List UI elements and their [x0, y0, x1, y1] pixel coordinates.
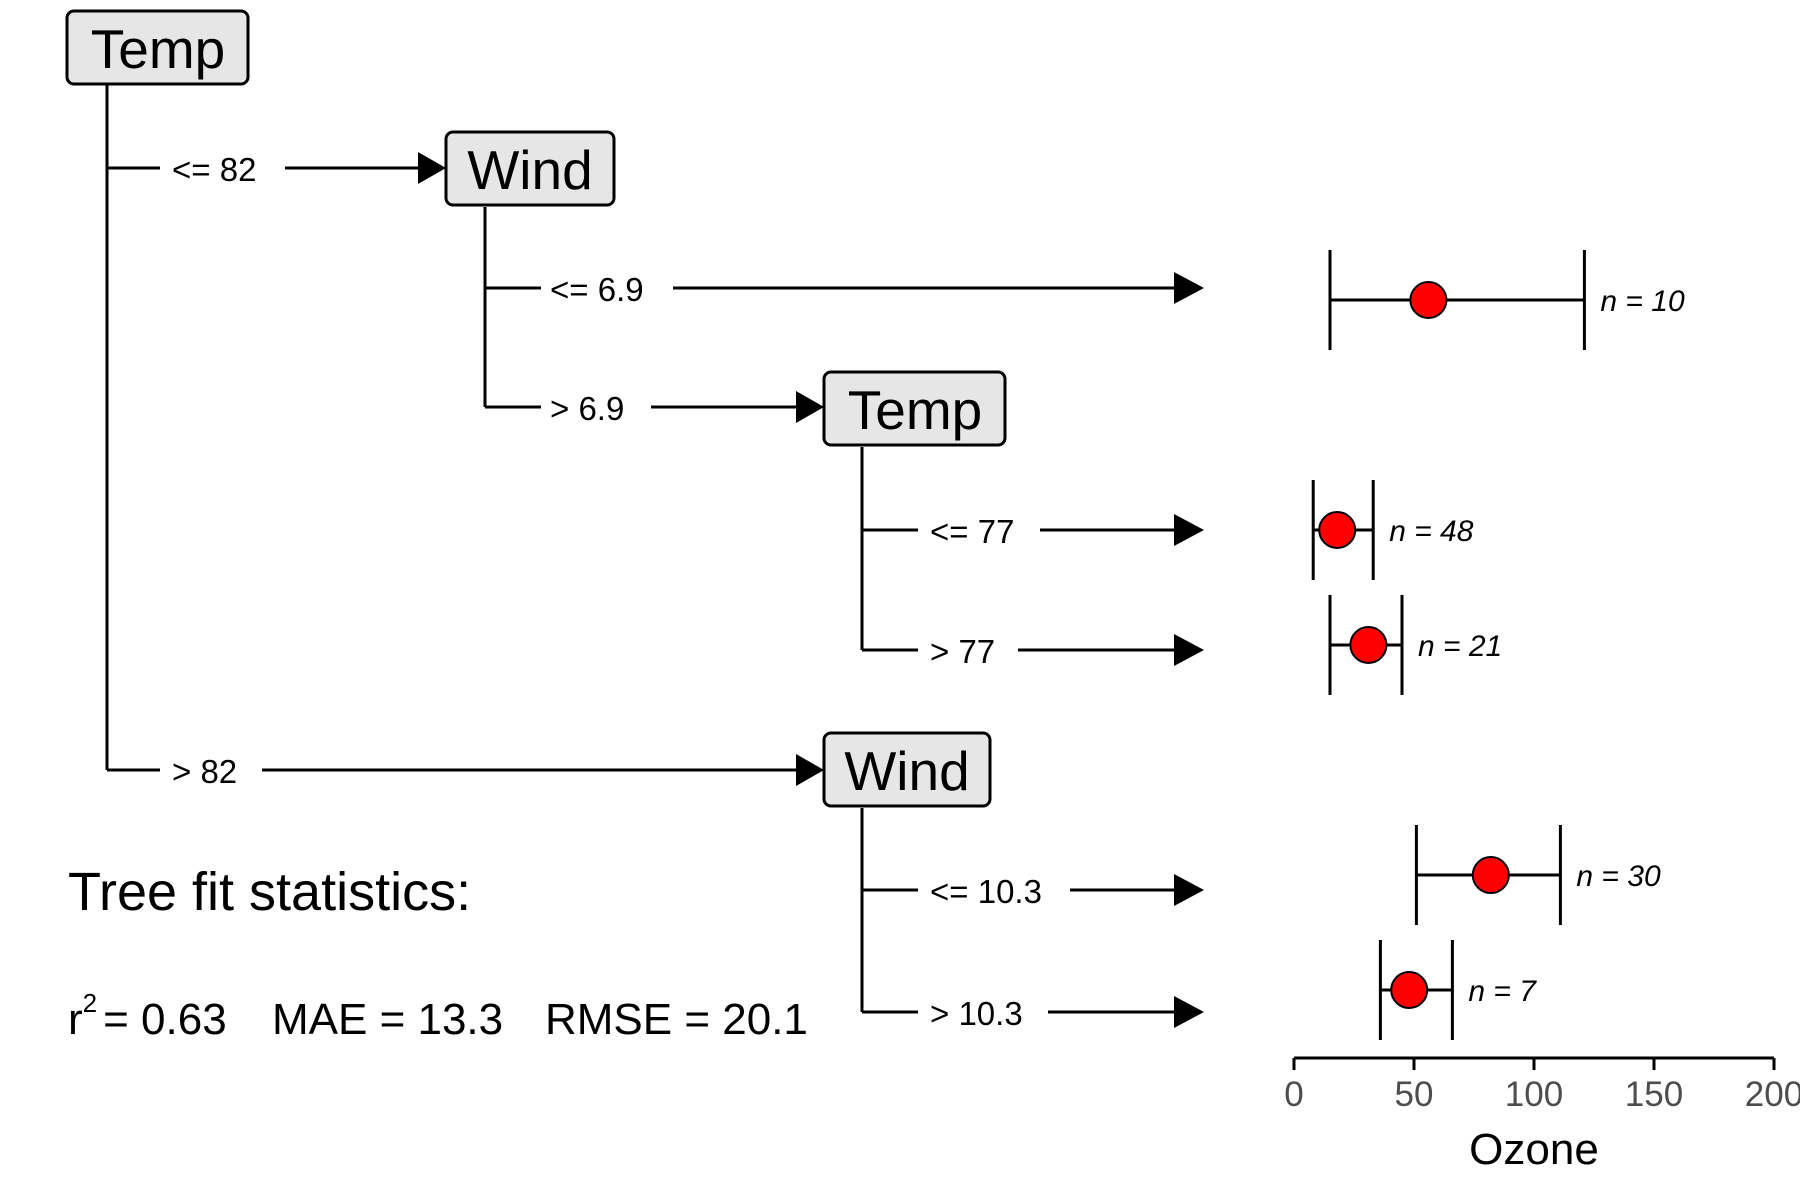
x-tick-label: 100	[1505, 1075, 1563, 1114]
arrowhead	[1174, 634, 1204, 666]
edge-labels: <= 82 > 82 <= 6.9 > 6.9 <= 77 > 77 <= 10…	[172, 151, 1042, 1032]
edge-label-gt-77: > 77	[930, 633, 995, 670]
x-tick-label: 50	[1395, 1075, 1434, 1114]
x-tick-label: 0	[1284, 1075, 1303, 1114]
sample-size-label: n = 21	[1418, 630, 1502, 663]
edge-label-le-77: <= 77	[930, 513, 1014, 550]
tree-connectors	[105, 84, 1175, 1014]
arrowhead	[1174, 272, 1204, 304]
split-node-temp: Temp	[822, 370, 1007, 447]
stat-r2: r2 = 0.63	[68, 988, 227, 1044]
sample-size-label: n = 30	[1576, 860, 1661, 893]
x-axis-ticks: 0 50 100 150 200	[1284, 1058, 1800, 1114]
mean-point	[1349, 626, 1388, 664]
arrowhead	[1174, 996, 1204, 1028]
edge-label-gt-6-9: > 6.9	[550, 390, 624, 427]
split-node-wind-2: Wind	[822, 731, 992, 808]
node-box	[822, 731, 992, 808]
x-tick-label: 200	[1745, 1075, 1800, 1114]
arrowheads	[418, 152, 1204, 1028]
node-label: Wind	[844, 740, 969, 802]
node-box	[65, 9, 250, 86]
arrowhead	[1174, 874, 1204, 906]
x-axis-title: Ozone	[1469, 1125, 1599, 1174]
leaf-leaf4: n = 30	[1414, 825, 1661, 925]
node-box	[444, 130, 616, 207]
arrowhead	[418, 152, 446, 184]
arrowhead	[796, 391, 824, 423]
edge-label-le-82: <= 82	[172, 151, 256, 188]
node-box	[822, 370, 1007, 447]
leaf-estimates: n = 10 n = 48 n = 21 n = 30 n = 7	[1311, 250, 1685, 1040]
arrowhead	[1174, 514, 1204, 546]
leaf-leaf1: n = 10	[1328, 250, 1685, 350]
mean-point	[1409, 281, 1448, 319]
mean-point	[1318, 511, 1357, 549]
sample-size-label: n = 7	[1468, 975, 1537, 1008]
node-label: Wind	[467, 139, 592, 201]
sample-size-label: n = 48	[1389, 515, 1474, 548]
node-label: Temp	[91, 18, 226, 80]
edge-label-le-10-3: <= 10.3	[930, 873, 1042, 910]
leaf-leaf5: n = 7	[1378, 940, 1537, 1040]
edge-label-le-6-9: <= 6.9	[550, 271, 644, 308]
node-label: Temp	[848, 379, 983, 441]
r-superscript: 2	[83, 988, 97, 1018]
edge-label-gt-82: > 82	[172, 753, 237, 790]
stat-rmse: RMSE = 20.1	[545, 995, 808, 1044]
split-node-wind: Wind	[444, 130, 616, 207]
fit-statistics: Tree fit statistics: r2 = 0.63 MAE = 13.3…	[68, 862, 808, 1044]
stat-mae: MAE = 13.3	[272, 995, 503, 1044]
mean-point	[1390, 971, 1429, 1009]
leaf-leaf3: n = 21	[1328, 595, 1502, 695]
stats-title: Tree fit statistics:	[68, 862, 471, 922]
arrowhead	[796, 754, 824, 786]
r-symbol: r	[68, 995, 83, 1044]
x-tick-label: 150	[1625, 1075, 1683, 1114]
leaf-ozone-plot: 0 50 100 150 200 n = 10n = 48n = 21n = 30n =…	[1284, 250, 1800, 1174]
edge-label-gt-10-3: > 10.3	[930, 995, 1023, 1032]
split-node-root: Temp	[65, 9, 250, 86]
leaf-leaf2: n = 48	[1311, 480, 1474, 580]
sample-size-label: n = 10	[1600, 285, 1685, 318]
r2-value: = 0.63	[103, 995, 227, 1044]
mean-point	[1471, 856, 1510, 894]
